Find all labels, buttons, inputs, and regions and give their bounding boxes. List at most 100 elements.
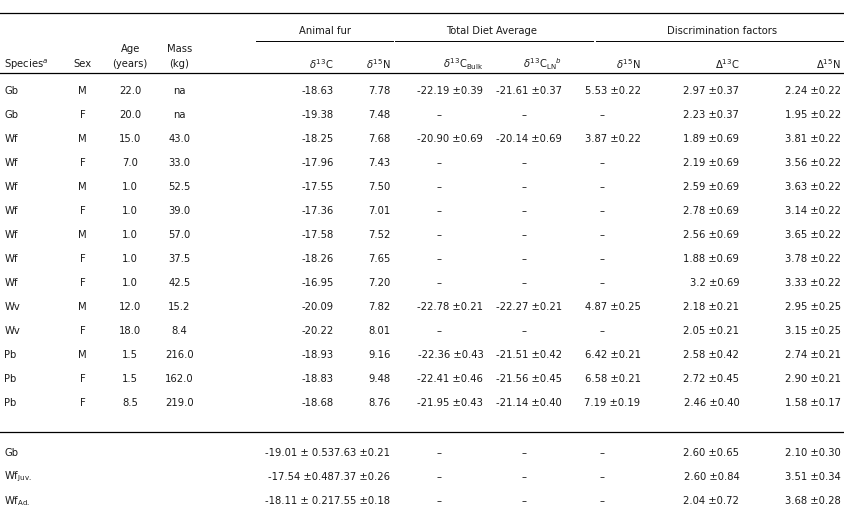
Text: 8.01: 8.01 (368, 326, 390, 337)
Text: 2.46 ±0.40: 2.46 ±0.40 (683, 399, 738, 408)
Text: F: F (79, 399, 85, 408)
Text: -18.25: -18.25 (301, 134, 333, 144)
Text: 7.68: 7.68 (368, 134, 390, 144)
Text: 12.0: 12.0 (119, 302, 141, 312)
Text: 7.37 ±0.26: 7.37 ±0.26 (334, 471, 390, 482)
Text: 2.58 ±0.42: 2.58 ±0.42 (683, 350, 738, 361)
Text: -21.95 ±0.43: -21.95 ±0.43 (417, 399, 483, 408)
Text: 1.89 ±0.69: 1.89 ±0.69 (683, 134, 738, 144)
Text: –: – (599, 230, 604, 241)
Text: 22.0: 22.0 (119, 86, 141, 96)
Text: –: – (436, 496, 441, 506)
Text: 2.95 ±0.25: 2.95 ±0.25 (784, 302, 840, 312)
Text: Species$^a$: Species$^a$ (4, 57, 49, 72)
Text: 1.5: 1.5 (122, 374, 138, 384)
Text: 37.5: 37.5 (168, 254, 191, 264)
Text: –: – (599, 159, 604, 168)
Text: M: M (78, 86, 87, 96)
Text: –: – (521, 279, 526, 288)
Text: -18.93: -18.93 (301, 350, 333, 361)
Text: -21.51 ±0.42: -21.51 ±0.42 (495, 350, 561, 361)
Text: -16.95: -16.95 (301, 279, 333, 288)
Text: 4.87 ±0.25: 4.87 ±0.25 (584, 302, 640, 312)
Text: 3.33 ±0.22: 3.33 ±0.22 (784, 279, 840, 288)
Text: Sex: Sex (73, 60, 91, 69)
Text: 7.50: 7.50 (368, 182, 390, 192)
Text: 2.97 ±0.37: 2.97 ±0.37 (683, 86, 738, 96)
Text: -20.90 ±0.69: -20.90 ±0.69 (417, 134, 483, 144)
Text: -22.19 ±0.39: -22.19 ±0.39 (417, 86, 483, 96)
Text: 2.60 ±0.65: 2.60 ±0.65 (683, 448, 738, 458)
Text: –: – (436, 471, 441, 482)
Text: –: – (436, 326, 441, 337)
Text: 2.10 ±0.30: 2.10 ±0.30 (784, 448, 840, 458)
Text: Wf: Wf (4, 134, 18, 144)
Text: -17.54 ±0.48: -17.54 ±0.48 (268, 471, 333, 482)
Text: 7.19 ±0.19: 7.19 ±0.19 (584, 399, 640, 408)
Text: M: M (78, 134, 87, 144)
Text: –: – (599, 471, 604, 482)
Text: Discrimination factors: Discrimination factors (667, 26, 776, 36)
Text: (kg): (kg) (170, 60, 189, 69)
Text: 1.0: 1.0 (122, 182, 138, 192)
Text: –: – (599, 254, 604, 264)
Text: –: – (436, 448, 441, 458)
Text: 2.24 ±0.22: 2.24 ±0.22 (784, 86, 840, 96)
Text: 2.18 ±0.21: 2.18 ±0.21 (683, 302, 738, 312)
Text: 2.90 ±0.21: 2.90 ±0.21 (784, 374, 840, 384)
Text: –: – (521, 326, 526, 337)
Text: 2.72 ±0.45: 2.72 ±0.45 (683, 374, 738, 384)
Text: 219.0: 219.0 (165, 399, 193, 408)
Text: -19.01 ± 0.53: -19.01 ± 0.53 (264, 448, 333, 458)
Text: Mass: Mass (167, 44, 192, 54)
Text: -18.68: -18.68 (301, 399, 333, 408)
Text: 3.14 ±0.22: 3.14 ±0.22 (784, 206, 840, 216)
Text: F: F (79, 206, 85, 216)
Text: –: – (599, 326, 604, 337)
Text: $\delta^{13}$C$_{\mathregular{Bulk}}$: $\delta^{13}$C$_{\mathregular{Bulk}}$ (442, 56, 483, 72)
Text: –: – (436, 206, 441, 216)
Text: 2.05 ±0.21: 2.05 ±0.21 (683, 326, 738, 337)
Text: -21.56 ±0.45: -21.56 ±0.45 (495, 374, 561, 384)
Text: M: M (78, 230, 87, 241)
Text: 7.52: 7.52 (368, 230, 390, 241)
Text: 1.88 ±0.69: 1.88 ±0.69 (683, 254, 738, 264)
Text: 1.5: 1.5 (122, 350, 138, 361)
Text: 52.5: 52.5 (168, 182, 191, 192)
Text: -20.14 ±0.69: -20.14 ±0.69 (495, 134, 561, 144)
Text: 43.0: 43.0 (168, 134, 191, 144)
Text: Age: Age (121, 44, 139, 54)
Text: 1.58 ±0.17: 1.58 ±0.17 (784, 399, 840, 408)
Text: 1.0: 1.0 (122, 254, 138, 264)
Text: –: – (521, 110, 526, 121)
Text: Wf: Wf (4, 230, 18, 241)
Text: F: F (79, 254, 85, 264)
Text: Wv: Wv (4, 302, 20, 312)
Text: 1.95 ±0.22: 1.95 ±0.22 (784, 110, 840, 121)
Text: Wf$_{\mathregular{Ad.}}$: Wf$_{\mathregular{Ad.}}$ (4, 494, 30, 507)
Text: Pb: Pb (4, 374, 16, 384)
Text: 8.76: 8.76 (368, 399, 390, 408)
Text: 2.78 ±0.69: 2.78 ±0.69 (683, 206, 738, 216)
Text: $\delta^{15}$N: $\delta^{15}$N (365, 57, 390, 71)
Text: $\Delta^{13}$C: $\Delta^{13}$C (714, 57, 738, 71)
Text: 3.68 ±0.28: 3.68 ±0.28 (784, 496, 840, 506)
Text: M: M (78, 182, 87, 192)
Text: 2.59 ±0.69: 2.59 ±0.69 (683, 182, 738, 192)
Text: 9.16: 9.16 (368, 350, 390, 361)
Text: M: M (78, 302, 87, 312)
Text: –: – (521, 254, 526, 264)
Text: -20.09: -20.09 (301, 302, 333, 312)
Text: 7.82: 7.82 (368, 302, 390, 312)
Text: Gb: Gb (4, 110, 19, 121)
Text: –: – (521, 471, 526, 482)
Text: -18.63: -18.63 (301, 86, 333, 96)
Text: –: – (521, 496, 526, 506)
Text: 15.0: 15.0 (119, 134, 141, 144)
Text: na: na (173, 110, 186, 121)
Text: 7.63 ±0.21: 7.63 ±0.21 (334, 448, 390, 458)
Text: 6.42 ±0.21: 6.42 ±0.21 (584, 350, 640, 361)
Text: 2.74 ±0.21: 2.74 ±0.21 (784, 350, 840, 361)
Text: –: – (599, 110, 604, 121)
Text: -18.11 ± 0.21: -18.11 ± 0.21 (264, 496, 333, 506)
